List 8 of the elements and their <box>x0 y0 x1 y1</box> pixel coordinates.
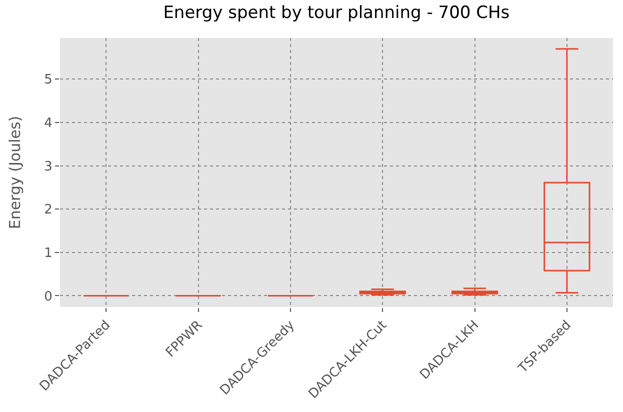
y-tick-label: 2 <box>44 202 52 218</box>
y-tick-label: 0 <box>44 289 52 304</box>
y-tick-label: 3 <box>44 159 52 174</box>
chart-title: Energy spent by tour planning - 700 CHs <box>163 3 510 24</box>
y-tick-label: 4 <box>44 116 52 132</box>
y-axis-title: Energy (Joules) <box>6 116 24 230</box>
y-tick-label: 1 <box>44 246 52 261</box>
y-tick-label: 5 <box>44 72 52 88</box>
